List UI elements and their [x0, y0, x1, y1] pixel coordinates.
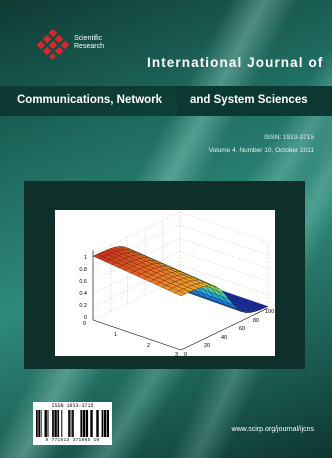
journal-title-part-a: Communications, Network [17, 94, 163, 106]
cover-figure: 1 0.8 0.6 0.4 0.2 0 0 1 2 3 0 20 40 60 8… [55, 210, 275, 356]
barcode-bars-icon [36, 410, 109, 437]
y-tick-label: 80 [253, 318, 259, 324]
scientific-research-logo-icon [36, 30, 70, 60]
journal-title-line1: International Journal of [147, 55, 324, 70]
journal-website: www.scirp.org/journal/ijcns [231, 426, 314, 433]
publisher-name-line2: Research [74, 43, 104, 50]
x-tick-label: 1 [114, 332, 117, 338]
z-tick-label: 0.2 [79, 303, 87, 309]
surface-plot: 1 0.8 0.6 0.4 0.2 0 0 1 2 3 0 20 40 60 8… [79, 211, 274, 356]
title-band-right [177, 86, 332, 116]
barcode-top-text: ISSN 1913-3715 [51, 403, 94, 409]
publisher-name: Scientific Research [74, 35, 104, 51]
y-tick-label: 20 [204, 343, 210, 349]
title-band-left [0, 86, 177, 116]
barcode-bottom-text: 9 771913 371005 10 [45, 438, 100, 443]
publisher-name-line1: Scientific [74, 35, 103, 42]
x-tick-label: 0 [83, 321, 86, 327]
y-tick-label: 0 [184, 352, 187, 356]
volume-text: Volume 4, Number 10, October 2011 [208, 147, 314, 154]
x-tick-label: 2 [147, 343, 150, 349]
z-tick-label: 0 [84, 315, 87, 321]
y-tick-label: 40 [221, 335, 227, 341]
y-tick-label: 60 [239, 326, 245, 332]
z-tick-label: 0.8 [79, 267, 87, 273]
issn-text: ISSN: 1913-3715 [264, 134, 314, 141]
z-tick-label: 1 [84, 255, 87, 261]
z-tick-label: 0.6 [79, 279, 87, 285]
z-tick-label: 0.4 [79, 291, 87, 297]
issn-barcode: ISSN 1913-3715 9 771913 371005 10 [33, 402, 112, 445]
x-tick-label: 3 [175, 352, 178, 356]
journal-title-part-b: and System Sciences [190, 94, 308, 106]
y-tick-label: 100 [265, 309, 274, 315]
